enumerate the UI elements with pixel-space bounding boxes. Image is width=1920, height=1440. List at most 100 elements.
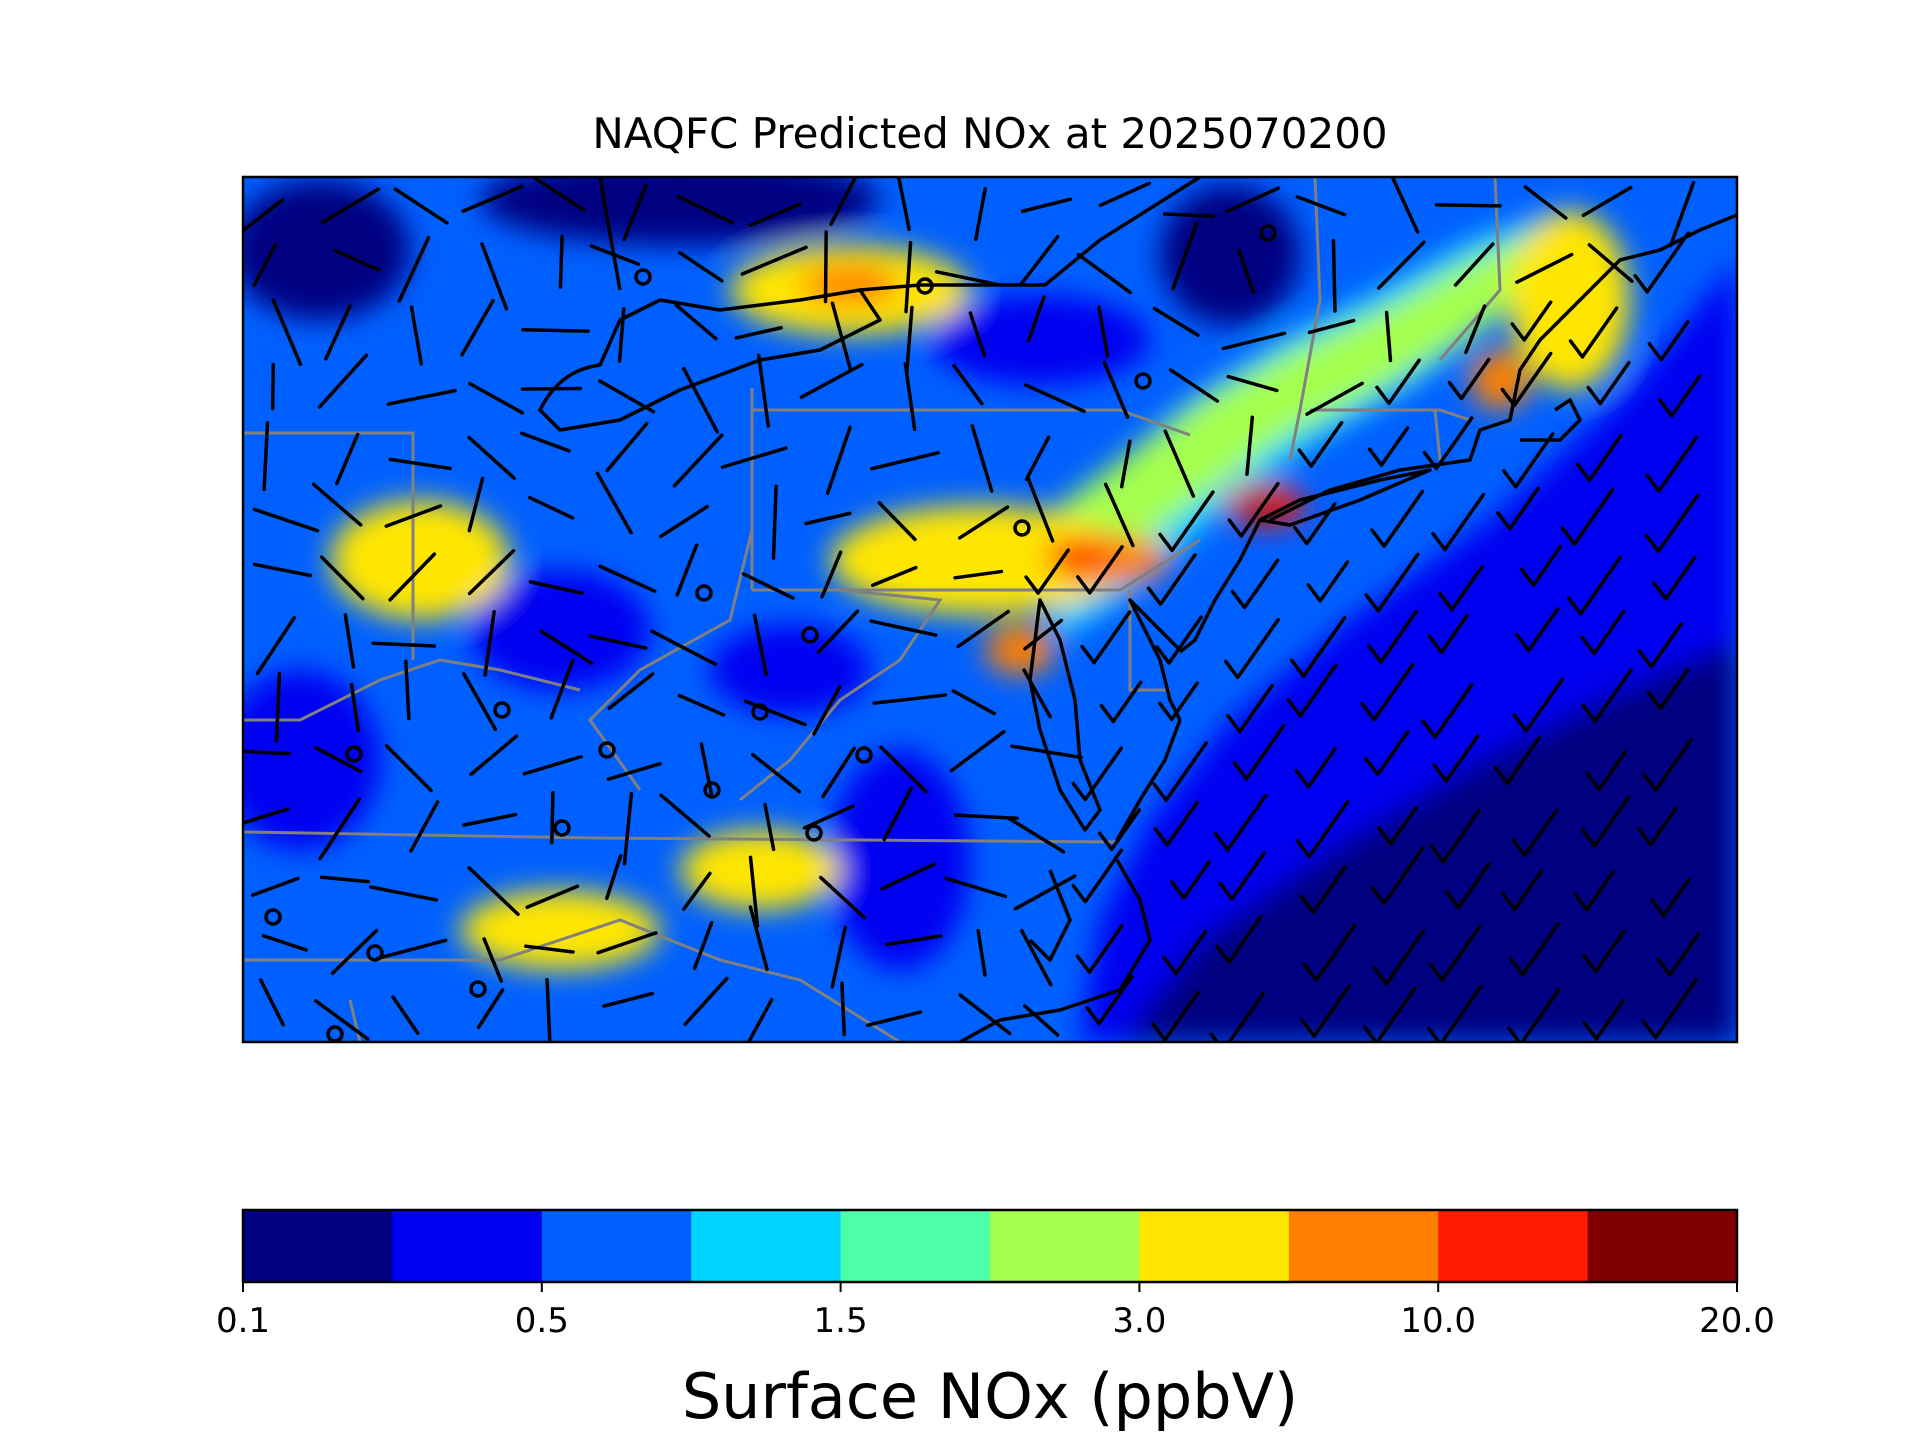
wind-barb	[802, 804, 855, 830]
wind-barb	[1421, 682, 1474, 739]
outer-banks	[959, 859, 1152, 1042]
yellow-ne	[1510, 210, 1630, 390]
state-borders	[243, 177, 1502, 1042]
wind-barb	[1151, 990, 1200, 1042]
wind-barb	[469, 734, 519, 777]
wind-barb	[1155, 615, 1203, 665]
wind-barb	[820, 550, 843, 599]
wind-barb	[598, 379, 656, 414]
wind-barb	[595, 471, 633, 535]
blue-wv	[710, 625, 870, 715]
wind-barb	[384, 744, 433, 793]
wind-barb	[1512, 677, 1565, 733]
wind-barb	[740, 245, 808, 276]
wind-barb	[672, 433, 724, 488]
wind-barb	[262, 420, 270, 492]
wind-barb	[375, 938, 448, 961]
wind-barb	[1390, 177, 1420, 234]
border-pa-south	[752, 538, 1201, 592]
wind-barb	[622, 791, 634, 866]
wind-barb	[1099, 680, 1143, 724]
wind-barb	[549, 658, 575, 720]
wind-barb	[409, 800, 440, 853]
wind-barb	[1515, 252, 1574, 284]
wind-barb	[1668, 180, 1696, 248]
wind-barb	[349, 682, 360, 732]
wind-barb	[1010, 744, 1083, 760]
wind-barb	[1025, 475, 1055, 543]
blue-va	[830, 750, 970, 970]
wind-barb	[1075, 924, 1124, 974]
wind-barb	[1566, 555, 1622, 616]
wind-barb	[1364, 729, 1410, 777]
wind-barb	[1372, 929, 1426, 986]
wind-barb	[1289, 615, 1347, 678]
wind-barb	[741, 572, 795, 600]
colorbar-tick-label: 0.5	[515, 1301, 569, 1341]
wind-barb	[699, 742, 714, 796]
colorbar-tick-label: 10.0	[1400, 1301, 1476, 1341]
wind-barb	[1024, 435, 1051, 482]
wind-barb	[1575, 433, 1623, 483]
wind-barb	[520, 431, 571, 453]
wind-barb	[605, 853, 623, 901]
wind-barb	[1024, 548, 1070, 595]
wind-barb	[1582, 998, 1625, 1041]
station-marker	[1013, 519, 1031, 537]
wind-barb	[1636, 806, 1678, 847]
border-va-north	[739, 588, 943, 802]
wind-barb	[324, 304, 352, 361]
wind-barb	[1637, 621, 1684, 669]
wind-barb	[1306, 560, 1350, 603]
wind-barb	[882, 786, 914, 842]
wind-barb	[1360, 662, 1415, 722]
wind-barb	[1582, 929, 1626, 973]
wind-barb	[974, 186, 987, 242]
wind-barb	[872, 693, 948, 705]
wind-barb	[677, 250, 724, 283]
wind-barb	[522, 754, 583, 776]
wind-barb	[896, 177, 911, 232]
wind-barb	[482, 937, 504, 983]
atlantic-coast-north	[1269, 213, 1737, 522]
wind-barb	[1568, 306, 1619, 359]
wind-barb	[606, 762, 662, 781]
wind-barb	[545, 977, 552, 1042]
wind-barb	[243, 807, 290, 825]
wind-barb	[252, 562, 313, 578]
colorbar-segment	[243, 1210, 393, 1282]
wind-barb	[333, 248, 381, 272]
wind-barb	[409, 305, 424, 366]
wind-barb	[821, 746, 856, 799]
wind-barb	[467, 476, 485, 533]
wind-barb	[1331, 238, 1337, 313]
border-nc-tn	[243, 918, 901, 1042]
wind-barb	[682, 871, 712, 911]
colorbar-segment	[990, 1210, 1140, 1282]
border-ky-tn	[348, 999, 362, 1042]
wind-barb	[1168, 368, 1220, 403]
red-pa	[1045, 540, 1105, 570]
colorbar-segment	[1587, 1210, 1738, 1282]
wind-barb	[462, 812, 518, 827]
map-frame	[241, 175, 1739, 1044]
wind-barb	[659, 504, 710, 539]
wind-barb	[1633, 231, 1691, 294]
wind-barb	[903, 362, 917, 432]
wind-barb	[1245, 415, 1255, 476]
wind-barb	[404, 659, 411, 721]
wind-barb	[823, 230, 828, 304]
low-vermont	[1160, 185, 1300, 325]
wind-barb	[1020, 197, 1073, 213]
station-marker	[751, 703, 769, 721]
wind-barb	[343, 613, 356, 669]
wind-barb	[1508, 922, 1560, 977]
border-nh	[1438, 177, 1502, 361]
wind-barb	[1158, 681, 1199, 722]
wind-barb	[1153, 800, 1199, 847]
wind-barb	[674, 303, 718, 341]
wind-barb	[956, 609, 1011, 649]
wind-barb	[675, 543, 699, 597]
wind-barb	[676, 194, 734, 225]
wind-barb	[1367, 609, 1418, 664]
